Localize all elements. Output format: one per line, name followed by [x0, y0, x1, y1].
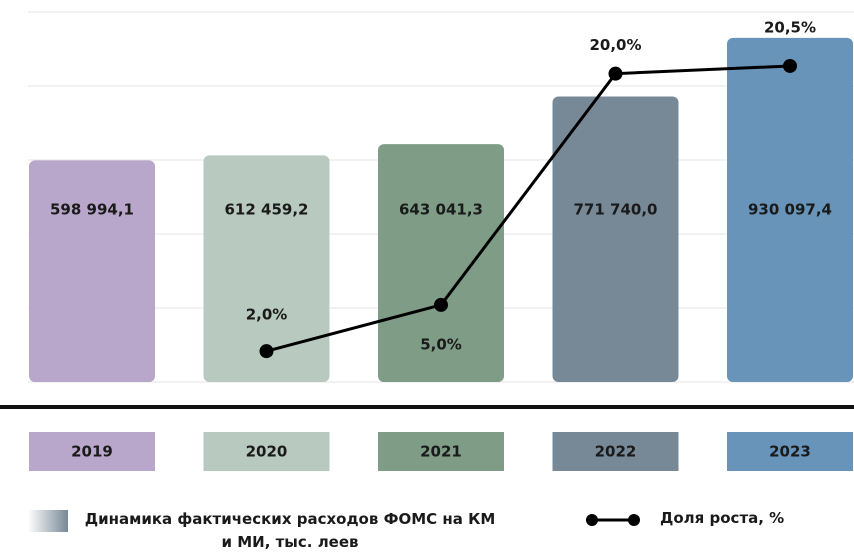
legend-swatch-bar [28, 510, 68, 532]
x-tick-label: 2021 [420, 443, 462, 461]
category-box [727, 432, 853, 471]
x-tick-label: 2022 [595, 443, 637, 461]
bar [378, 144, 504, 382]
legend-marker [586, 514, 598, 526]
bar-value-label: 771 740,0 [574, 201, 658, 219]
legend-label: Динамика фактических расходов ФОМС на КМ… [84, 510, 496, 551]
bar [552, 96, 679, 382]
growth-point [434, 297, 448, 312]
growth-line [266, 64, 791, 353]
bar-value-label: 930 097,4 [748, 201, 832, 219]
x-tick-label: 2019 [71, 443, 113, 461]
x-tick-label: 2023 [769, 443, 811, 461]
category-box [29, 432, 155, 471]
growth-point [259, 344, 274, 359]
x-tick-label: 2020 [246, 443, 288, 461]
separator [0, 405, 854, 409]
bar-value-label: 643 041,3 [399, 201, 483, 219]
growth-value-label: 20,5% [764, 18, 816, 36]
bar [29, 160, 155, 382]
category-box [552, 432, 679, 471]
growth-value-label: 2,0% [246, 306, 288, 324]
bar-value-label: 598 994,1 [50, 201, 134, 219]
bar [727, 37, 853, 383]
growth-point [608, 66, 623, 81]
bar [203, 155, 330, 382]
legend-marker [628, 514, 640, 526]
legend-label: Доля роста, % [660, 509, 785, 527]
growth-value-label: 20,0% [589, 36, 641, 54]
bar-value-label: 612 459,2 [225, 201, 309, 219]
growth-value-label: 5,0% [420, 335, 462, 353]
category-box [378, 432, 504, 471]
growth-point [783, 58, 797, 73]
category-box [203, 432, 330, 471]
